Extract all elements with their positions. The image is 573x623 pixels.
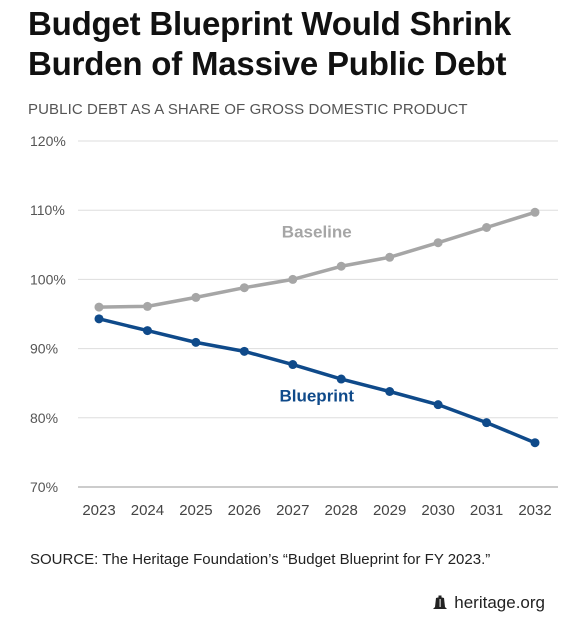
y-tick-label: 110% (30, 202, 65, 218)
brand-mark: heritage.org (432, 593, 545, 613)
blueprint-point (191, 337, 201, 347)
source-note: SOURCE: The Heritage Foundation’s “Budge… (30, 551, 491, 568)
chart-title-line-2: Burden of Massive Public Debt (28, 45, 507, 82)
chart-title: Budget Blueprint Would Shrink Burden of … (28, 4, 568, 84)
brand-label: heritage.org (454, 593, 545, 612)
x-tick-label: 2025 (179, 502, 212, 519)
baseline-point (482, 223, 492, 232)
blueprint-point (239, 346, 249, 356)
y-tick-label: 70% (30, 479, 58, 495)
blueprint-point (94, 314, 104, 324)
line-chart: 70% 80% 90% 100% 110% 120% 2023 2024 2025 2026 202… (30, 133, 558, 519)
blueprint-point (530, 438, 540, 448)
x-tick-label: 2024 (131, 502, 164, 519)
x-tick-label: 2031 (470, 502, 503, 519)
y-tick-label: 120% (30, 133, 66, 149)
baseline-point (191, 292, 201, 302)
baseline-point (239, 283, 249, 293)
x-tick-label: 2027 (276, 502, 309, 519)
blueprint-point (433, 400, 443, 410)
chart-title-line-1: Budget Blueprint Would Shrink (28, 5, 512, 42)
blueprint-point (288, 360, 298, 370)
baseline-point (336, 261, 346, 271)
series-label-blueprint: Blueprint (279, 387, 354, 406)
series-label-baseline: Baseline (282, 222, 352, 241)
blueprint-line (98, 317, 536, 445)
x-tick-label: 2030 (421, 502, 454, 519)
blueprint-point (142, 326, 152, 336)
blueprint-point (336, 374, 346, 384)
baseline-point (530, 207, 540, 217)
x-tick-label: 2023 (82, 502, 115, 519)
y-tick-label: 90% (30, 341, 58, 357)
liberty-bell-icon (433, 595, 448, 609)
x-tick-label: 2026 (228, 502, 261, 519)
blueprint-point (482, 418, 492, 428)
baseline-line (98, 210, 536, 309)
baseline-point (433, 238, 443, 248)
baseline-point (94, 302, 104, 312)
y-tick-label: 80% (30, 410, 58, 426)
x-tick-label: 2029 (373, 502, 406, 519)
baseline-point (142, 301, 152, 311)
x-tick-label: 2032 (518, 502, 551, 519)
baseline-point (288, 274, 298, 284)
y-tick-label: 100% (30, 271, 66, 287)
baseline-point (385, 252, 395, 262)
chart-subtitle: PUBLIC DEBT AS A SHARE OF GROSS DOMESTIC… (28, 101, 468, 118)
blueprint-point (385, 387, 395, 397)
x-tick-label: 2028 (325, 502, 358, 519)
